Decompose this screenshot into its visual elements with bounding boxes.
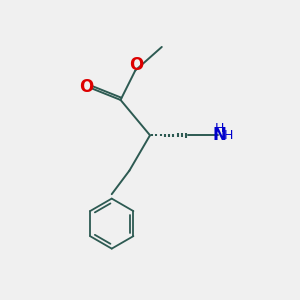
Text: O: O <box>79 78 93 96</box>
Text: O: O <box>130 56 144 74</box>
Text: H: H <box>224 129 234 142</box>
Text: N: N <box>212 126 226 144</box>
Text: H: H <box>214 122 224 135</box>
